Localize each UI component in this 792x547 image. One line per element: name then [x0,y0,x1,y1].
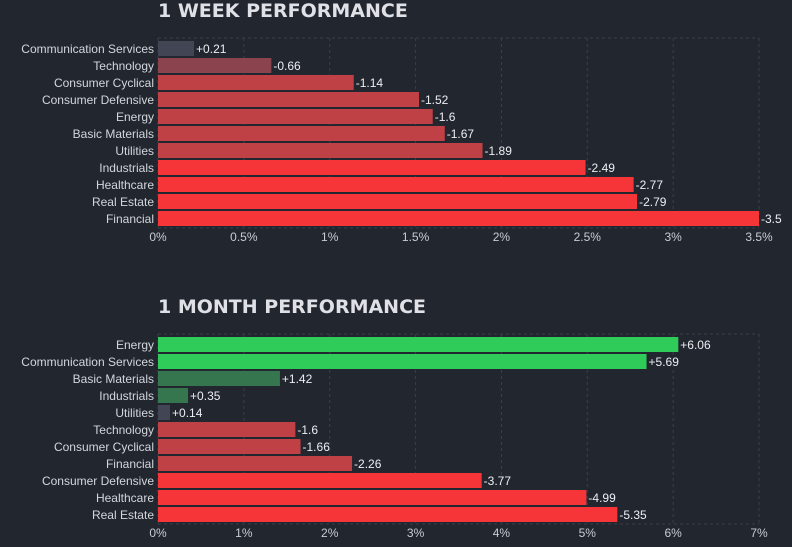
month-x-tick-label: 1% [235,526,253,540]
week-value-label: -3.5 [761,212,782,226]
week-value-label: -1.89 [485,144,513,158]
month-value-label: -4.99 [588,491,616,505]
month-category-label: Real Estate [92,508,154,522]
month-bar[interactable] [158,371,280,386]
week-x-tick-label: 2% [493,230,511,244]
month-category-label: Healthcare [96,491,154,505]
month-bar[interactable] [158,507,618,522]
month-chart-title: 1 MONTH PERFORMANCE [158,296,426,318]
month-x-tick-label: 5% [579,526,597,540]
month-value-label: -5.35 [619,508,647,522]
week-category-label: Consumer Defensive [42,93,154,107]
month-value-label: +6.06 [680,338,711,352]
week-x-tick-label: 0% [149,230,167,244]
week-bar[interactable] [158,143,483,158]
month-x-tick-label: 0% [149,526,167,540]
week-value-label: -1.14 [356,76,384,90]
week-bar[interactable] [158,211,759,226]
month-bar[interactable] [158,337,679,352]
month-category-label: Consumer Defensive [42,474,154,488]
week-category-label: Technology [93,59,154,73]
month-value-label: -1.6 [297,423,318,437]
month-performance-chart: 1 MONTH PERFORMANCE 0% 1% 2% 3% 4% 5% 6% 7% Ener… [21,296,768,540]
month-bar[interactable] [158,354,647,369]
week-x-tick-label: 2.5% [574,230,602,244]
month-value-label: -1.66 [303,440,331,454]
week-category-label: Communication Services [21,42,154,56]
week-category-label: Utilities [115,144,154,158]
month-category-label: Basic Materials [73,372,154,386]
month-bar[interactable] [158,456,353,471]
month-bar[interactable] [158,422,296,437]
month-category-label: Utilities [115,406,154,420]
week-x-tick-label: 1.5% [402,230,430,244]
month-bar[interactable] [158,388,189,403]
week-value-label: -2.77 [636,178,664,192]
week-category-label: Healthcare [96,178,154,192]
week-bar[interactable] [158,194,638,209]
week-value-label: -2.79 [639,195,667,209]
month-bar[interactable] [158,405,171,420]
week-x-tick-label: 3% [664,230,682,244]
month-bar[interactable] [158,490,587,505]
month-bar[interactable] [158,439,301,454]
month-x-tick-label: 4% [493,526,511,540]
month-category-label: Energy [116,338,154,352]
week-value-label: +0.21 [196,42,227,56]
week-category-label: Energy [116,110,154,124]
week-category-label: Consumer Cyclical [54,76,154,90]
week-value-label: -1.52 [421,93,449,107]
month-value-label: +0.14 [172,406,203,420]
month-category-label: Financial [106,457,154,471]
week-category-label: Basic Materials [73,127,154,141]
week-bar[interactable] [158,75,354,90]
week-x-tick-label: 3.5% [745,230,773,244]
month-value-label: -3.77 [484,474,512,488]
month-x-tick-label: 6% [664,526,682,540]
week-bar[interactable] [158,109,433,124]
month-category-label: Technology [93,423,154,437]
week-value-label: -1.67 [447,127,475,141]
month-value-label: +0.35 [190,389,221,403]
month-bar[interactable] [158,473,482,488]
month-value-label: +5.69 [649,355,680,369]
week-value-label: -2.49 [588,161,616,175]
week-category-label: Real Estate [92,195,154,209]
month-value-label: +1.42 [282,372,313,386]
month-x-tick-label: 7% [750,526,768,540]
month-x-tick-label: 3% [407,526,425,540]
week-bar[interactable] [158,160,586,175]
week-value-label: -0.66 [273,59,301,73]
week-x-tick-label: 1% [321,230,339,244]
week-bar[interactable] [158,92,420,107]
week-value-label: -1.6 [435,110,456,124]
week-category-label: Industrials [99,161,154,175]
month-category-label: Consumer Cyclical [54,440,154,454]
week-bar[interactable] [158,177,634,192]
week-performance-chart: 1 WEEK PERFORMANCE 0% 0.5% 1% 1.5% 2% 2.5% 3% 3… [21,0,782,244]
month-value-label: -2.26 [354,457,382,471]
month-x-tick-label: 2% [321,526,339,540]
week-chart-title: 1 WEEK PERFORMANCE [158,0,408,22]
week-x-tick-label: 0.5% [230,230,258,244]
week-bar[interactable] [158,41,195,56]
month-category-label: Industrials [99,389,154,403]
month-category-label: Communication Services [21,355,154,369]
week-bar[interactable] [158,126,445,141]
week-bar[interactable] [158,58,272,73]
week-category-label: Financial [106,212,154,226]
